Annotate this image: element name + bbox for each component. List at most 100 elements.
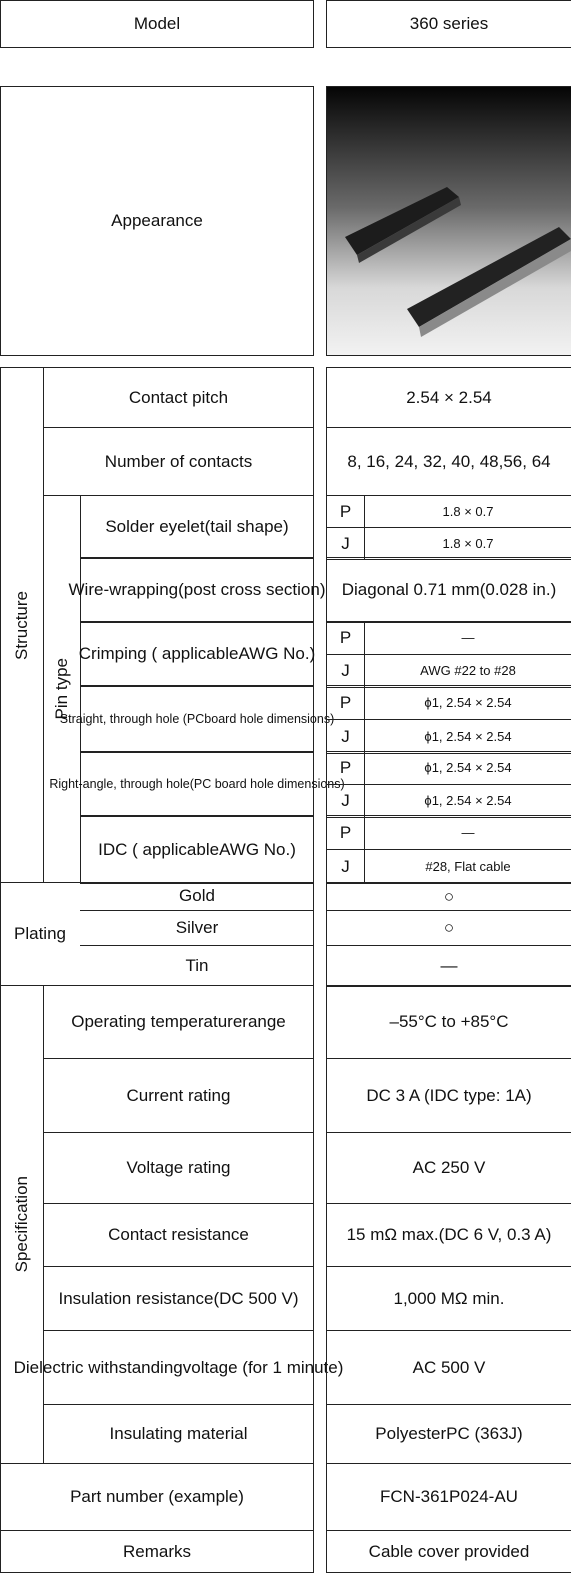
text: Remarks bbox=[122, 1541, 191, 1561]
plating-label: Plating bbox=[0, 882, 80, 986]
spec-label: Dielectric withstanding voltage (for 1 mi… bbox=[14, 1330, 343, 1405]
text: — bbox=[461, 824, 475, 840]
text-line: board hole dimensions) bbox=[204, 712, 335, 726]
text: Tin bbox=[185, 955, 209, 975]
spec-label: Contact resistance bbox=[43, 1203, 314, 1267]
text: Contact pitch bbox=[128, 387, 229, 407]
text: 1.8 × 0.7 bbox=[442, 503, 494, 519]
plating-value: ○ bbox=[326, 910, 571, 946]
text-line: Diagonal 0.71 mm bbox=[341, 580, 480, 599]
text-line: Straight, through hole (PC bbox=[59, 712, 205, 726]
text: J bbox=[341, 661, 350, 680]
text: Part number (example) bbox=[70, 1487, 244, 1506]
remarks-value: Cable cover provided bbox=[326, 1530, 571, 1573]
model-label: Model bbox=[0, 0, 314, 48]
text-line: 15 mΩ max. bbox=[346, 1225, 439, 1244]
text: Voltage rating bbox=[126, 1158, 231, 1177]
text: Gold bbox=[179, 886, 215, 905]
text-line: Polyester bbox=[375, 1424, 447, 1443]
text-line: AWG No.) bbox=[238, 644, 316, 663]
text-line: Dielectric withstanding bbox=[13, 1357, 183, 1377]
text-line: voltage (for 1 minute) bbox=[182, 1357, 344, 1377]
pin-type-label: Straight, through hole (PC board hole dim… bbox=[60, 685, 334, 753]
remarks-label: Remarks bbox=[0, 1530, 314, 1573]
text: Silver bbox=[175, 917, 219, 937]
text-line: Operating temperature bbox=[71, 1012, 243, 1031]
variant-type: J bbox=[326, 719, 365, 754]
spec-label: Voltage rating bbox=[43, 1132, 314, 1204]
text-line: (PC board hole dimensions) bbox=[189, 777, 345, 791]
text-line: (0.028 in.) bbox=[479, 580, 557, 599]
variant-type: P bbox=[326, 495, 365, 528]
text: Plating bbox=[14, 924, 66, 943]
plating-value: ○ bbox=[326, 882, 571, 911]
photo bbox=[327, 87, 571, 355]
text-line: PC (363J) bbox=[446, 1424, 523, 1443]
text: — bbox=[461, 630, 475, 645]
text: Current rating bbox=[126, 1085, 231, 1105]
pin-type-label: Pin type bbox=[43, 495, 81, 883]
text: P bbox=[339, 628, 352, 647]
text-line: Right-angle, through hole bbox=[49, 777, 190, 791]
plating-item: Gold bbox=[80, 882, 314, 910]
text-line: 8, 16, 24, 32, 40, 48, bbox=[347, 451, 504, 471]
text: –55°C to +85°C bbox=[389, 1012, 509, 1031]
variant-type: P bbox=[326, 751, 365, 785]
text-line: Wire-wrapping bbox=[68, 580, 179, 599]
text: P bbox=[339, 501, 352, 521]
text-line: Crimping ( applicable bbox=[78, 644, 239, 663]
row-label: Contact pitch bbox=[43, 367, 314, 428]
text: 1,000 MΩ min. bbox=[393, 1288, 505, 1308]
row-value: 2.54 × 2.54 bbox=[326, 367, 571, 428]
variant-value: #28, Flat cable bbox=[364, 849, 571, 884]
text: P bbox=[339, 758, 352, 777]
rotated-text: Structure bbox=[12, 590, 31, 660]
variant-value: AWG #22 to #28 bbox=[364, 654, 571, 688]
text: FCN-361P024-AU bbox=[380, 1487, 518, 1506]
connector bbox=[407, 227, 571, 327]
variant-type: J bbox=[326, 527, 365, 560]
specification-label: Specification bbox=[0, 985, 44, 1464]
rotated-text: Specification bbox=[12, 1176, 31, 1273]
connector bbox=[345, 187, 459, 255]
text: P bbox=[339, 692, 352, 712]
variant-value: ϕ1, 2.54 × 2.54 bbox=[364, 685, 571, 720]
text: Insulating material bbox=[109, 1424, 248, 1443]
variant-type: P bbox=[326, 815, 365, 850]
text: Number of contacts bbox=[104, 451, 253, 471]
variant-value: 1.8 × 0.7 bbox=[364, 527, 571, 560]
text: P bbox=[339, 822, 352, 842]
row-label: Number of contacts bbox=[43, 427, 314, 496]
row-value: 8, 16, 24, 32, 40, 48, 56, 64 bbox=[326, 427, 571, 496]
text: AWG #22 to #28 bbox=[420, 663, 516, 678]
text: Appearance bbox=[111, 211, 203, 230]
appearance-photo bbox=[326, 86, 571, 356]
appearance-label: Appearance bbox=[0, 86, 314, 356]
text-line: range bbox=[242, 1012, 286, 1031]
spec-value: DC 3 A (IDC type: 1A) bbox=[326, 1058, 571, 1133]
part-number-value: FCN-361P024-AU bbox=[326, 1463, 571, 1531]
text-line: (post cross section) bbox=[178, 580, 326, 599]
variant-type: J bbox=[326, 654, 365, 688]
text: AC 250 V bbox=[412, 1158, 486, 1177]
spec-label: Insulation resistance (DC 500 V) bbox=[43, 1266, 314, 1331]
text: 360 series bbox=[409, 14, 489, 33]
text: DC 3 A (IDC type: 1A) bbox=[366, 1085, 532, 1105]
text: #28, Flat cable bbox=[425, 858, 511, 874]
text-line: 56, 64 bbox=[503, 451, 551, 471]
spec-value: AC 500 V bbox=[326, 1330, 571, 1405]
text: ○ bbox=[443, 918, 455, 937]
text: ○ bbox=[443, 886, 455, 906]
text: Cable cover provided bbox=[368, 1541, 530, 1561]
variant-type: P bbox=[326, 685, 365, 720]
spec-value: –55°C to +85°C bbox=[326, 985, 571, 1059]
spec-value: Polyester PC (363J) bbox=[326, 1404, 571, 1464]
text-line: Solder eyelet bbox=[105, 517, 205, 536]
text: J bbox=[341, 791, 350, 810]
text-line: IDC ( applicable bbox=[98, 839, 220, 859]
text: Contact resistance bbox=[108, 1225, 249, 1244]
text: Model bbox=[133, 14, 181, 33]
text: J bbox=[341, 726, 350, 746]
text-line: (DC 6 V, 0.3 A) bbox=[438, 1225, 552, 1244]
